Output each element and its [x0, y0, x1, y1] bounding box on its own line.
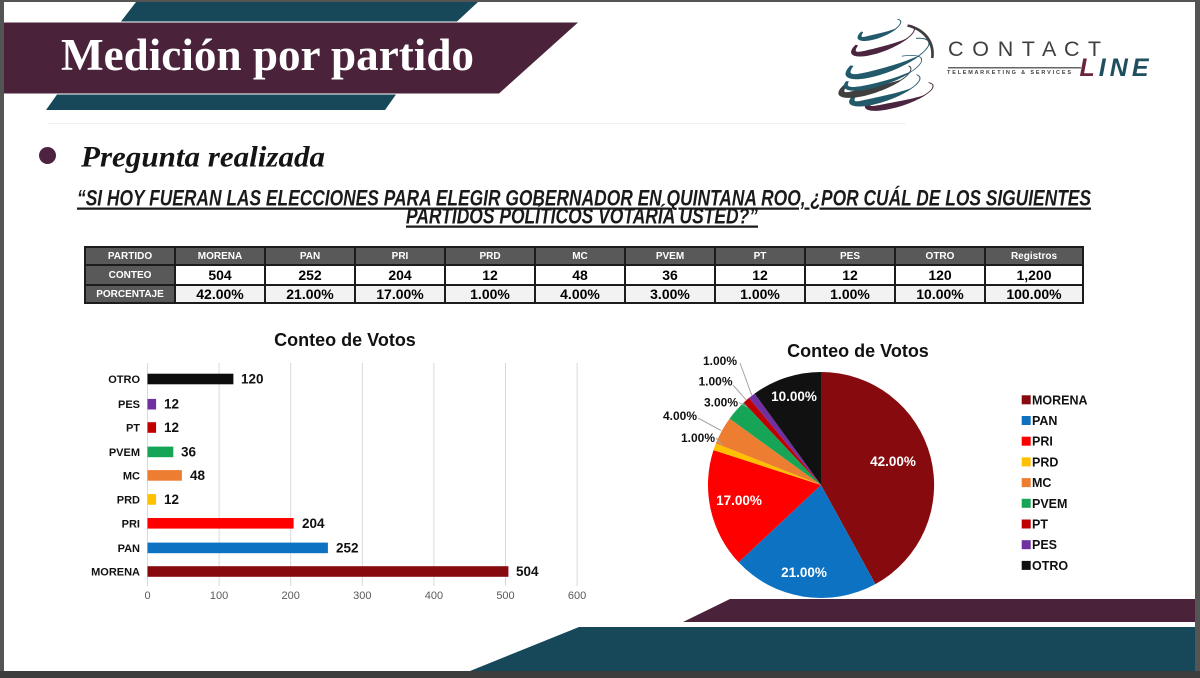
- svg-text:1.00%: 1.00%: [703, 354, 737, 368]
- svg-text:OTRO: OTRO: [1032, 559, 1068, 573]
- svg-text:204: 204: [302, 516, 325, 531]
- svg-text:300: 300: [353, 590, 371, 602]
- svg-text:PRI: PRI: [122, 518, 140, 530]
- svg-text:PT: PT: [1032, 518, 1048, 532]
- svg-text:17.00%: 17.00%: [716, 493, 762, 508]
- svg-text:PARTIDOS POLÍTICOS VOTARÍA UST: PARTIDOS POLÍTICOS VOTARÍA USTED?”: [406, 204, 759, 229]
- svg-text:3.00%: 3.00%: [704, 395, 738, 409]
- svg-text:504: 504: [516, 564, 539, 579]
- svg-text:Medición por partido: Medición por partido: [61, 30, 474, 80]
- svg-text:PES: PES: [1032, 538, 1057, 552]
- svg-text:MORENA: MORENA: [1032, 393, 1088, 407]
- svg-text:48: 48: [190, 468, 206, 483]
- svg-text:0: 0: [144, 590, 150, 602]
- svg-text:Pregunta realizada: Pregunta realizada: [80, 141, 325, 174]
- svg-text:10.00%: 10.00%: [771, 389, 817, 404]
- svg-text:Conteo de Votos: Conteo de Votos: [274, 330, 416, 350]
- svg-text:1.00%: 1.00%: [681, 431, 715, 445]
- svg-text:400: 400: [425, 590, 443, 602]
- svg-text:PRD: PRD: [117, 494, 140, 506]
- svg-text:PVEM: PVEM: [1032, 497, 1067, 511]
- svg-text:4.00%: 4.00%: [663, 409, 697, 423]
- svg-text:PES: PES: [118, 399, 140, 411]
- svg-text:42.00%: 42.00%: [870, 454, 916, 469]
- svg-text:MC: MC: [123, 470, 140, 482]
- svg-text:1.00%: 1.00%: [698, 375, 732, 389]
- svg-text:21.00%: 21.00%: [781, 565, 827, 580]
- svg-text:600: 600: [568, 590, 586, 602]
- svg-text:“SI HOY FUERAN LAS ELECCIONES: “SI HOY FUERAN LAS ELECCIONES PARA ELEGI…: [77, 186, 1091, 211]
- svg-text:PT: PT: [126, 423, 140, 435]
- svg-text:12: 12: [164, 397, 179, 412]
- svg-text:T E L E M A R K E T I N G &: T E L E M A R K E T I N G & S E R V I C …: [947, 70, 1071, 76]
- svg-text:12: 12: [164, 492, 179, 507]
- svg-text:252: 252: [336, 540, 359, 555]
- svg-text:100: 100: [210, 590, 228, 602]
- svg-text:200: 200: [282, 590, 300, 602]
- svg-text:PVEM: PVEM: [109, 447, 140, 459]
- svg-text:Conteo de Votos: Conteo de Votos: [787, 341, 929, 361]
- svg-text:36: 36: [181, 444, 197, 459]
- svg-text:120: 120: [241, 372, 264, 387]
- svg-text:MC: MC: [1032, 476, 1051, 490]
- svg-text:PRI: PRI: [1032, 435, 1053, 449]
- svg-text:C O N T A C T: C O N T A C T: [948, 37, 1101, 61]
- svg-text:PAN: PAN: [118, 543, 140, 555]
- svg-text:12: 12: [164, 420, 179, 435]
- svg-text:500: 500: [496, 590, 514, 602]
- svg-text:PRD: PRD: [1032, 455, 1058, 469]
- svg-text:PAN: PAN: [1032, 414, 1057, 428]
- svg-text:OTRO: OTRO: [108, 374, 140, 386]
- svg-text:MORENA: MORENA: [91, 567, 140, 579]
